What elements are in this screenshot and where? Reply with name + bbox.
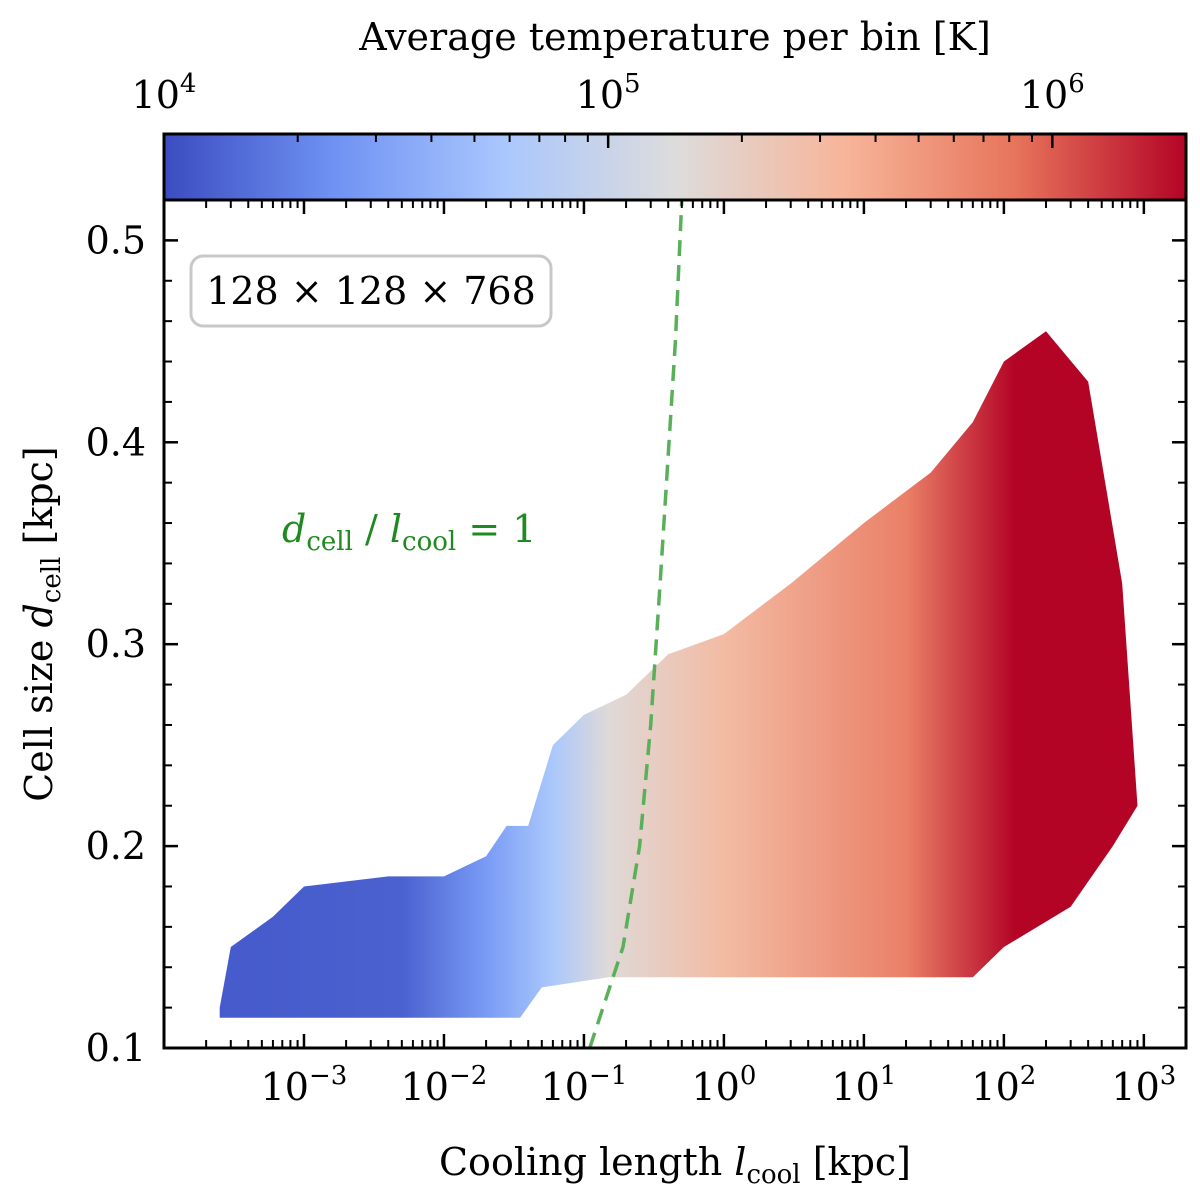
resolution-box [189,254,553,328]
y-axis-label: Cell size dcell [kpc] [17,446,67,802]
x-tick-base: 10 [1111,1065,1159,1109]
x-tick-label: 10−2 [401,1061,488,1109]
colorbar-tick-label: 105 [576,69,641,117]
x-tick-label: 101 [831,1061,896,1109]
x-axis-subscript: cool [746,1160,800,1190]
colorbar-tick-base: 10 [132,73,180,117]
resolution-annotation: 128 × 128 × 768 [189,254,553,328]
x-tick-label: 102 [971,1061,1036,1109]
x-tick-base: 10 [261,1065,309,1109]
y-tick-label: 0.4 [86,420,146,464]
reference-line-dcell-lcool [588,200,684,1048]
colorbar-tick-exponent: 5 [624,69,641,99]
x-axis-symbol: l [734,1140,746,1184]
y-axis-unit: [kpc] [17,446,61,544]
label-l-sub: cool [402,527,456,557]
plot-frame [162,198,1188,1050]
x-tick-exponent: −3 [309,1061,347,1091]
label-d-sub: cell [306,527,353,557]
x-axis-label-text: Cooling length [439,1140,722,1184]
colorbar-tick-exponent: 4 [180,69,197,99]
x-tick-base: 10 [971,1065,1019,1109]
x-tick-label: 100 [691,1061,756,1109]
colorbar-tick-labels: 104 105 106 [132,69,1085,117]
resolution-label: 128 × 128 × 768 [206,269,536,313]
x-tick-base: 10 [541,1065,589,1109]
x-tick-base: 10 [401,1065,449,1109]
label-eq: = 1 [456,507,536,551]
x-tick-exponent: −1 [589,1061,627,1091]
x-tick-exponent: −2 [449,1061,487,1091]
y-axis-symbol: d [17,603,61,627]
colorbar-tick-base: 10 [576,73,624,117]
plot-area [219,200,1138,1048]
colorbar-tick-label: 106 [1020,69,1085,117]
y-axis-subscript: cell [37,557,67,604]
label-l: l [390,507,402,551]
y-tick-label: 0.3 [86,622,146,666]
colorbar-tick-exponent: 6 [1068,69,1085,99]
y-tick-label: 0.2 [86,824,146,868]
x-tick-exponent: 2 [1020,1061,1037,1091]
label-slash: / [353,507,390,551]
colorbar-label: Average temperature per bin [K] [358,15,991,59]
x-tick-base: 10 [831,1065,879,1109]
x-axis-label: Cooling length lcool [kpc] [439,1140,911,1190]
y-ticks: 0.1 0.2 0.3 0.4 0.5 [86,199,1186,1070]
colorbar-tick-base: 10 [1020,73,1068,117]
y-tick-label: 0.1 [86,1026,146,1070]
colorbar-ticks [162,134,1187,148]
x-tick-base: 10 [691,1065,739,1109]
data-distribution [219,331,1138,1018]
y-axis-label-text: Cell size [17,640,61,802]
x-tick-exponent: 3 [1160,1061,1177,1091]
x-tick-label: 103 [1111,1061,1176,1109]
x-tick-label: 10−1 [541,1061,628,1109]
x-ticks: 10−3 10−2 10−1 100 101 102 103 [205,200,1187,1109]
reference-line-label: dcell / lcool = 1 [282,507,536,557]
x-tick-exponent: 1 [880,1061,897,1091]
label-d: d [282,507,306,551]
colorbar [162,132,1188,202]
x-axis-unit: [kpc] [813,1140,911,1184]
x-tick-label: 10−3 [261,1061,348,1109]
x-tick-exponent: 0 [740,1061,757,1091]
y-tick-label: 0.5 [86,218,146,262]
colorbar-tick-label: 104 [132,69,197,117]
